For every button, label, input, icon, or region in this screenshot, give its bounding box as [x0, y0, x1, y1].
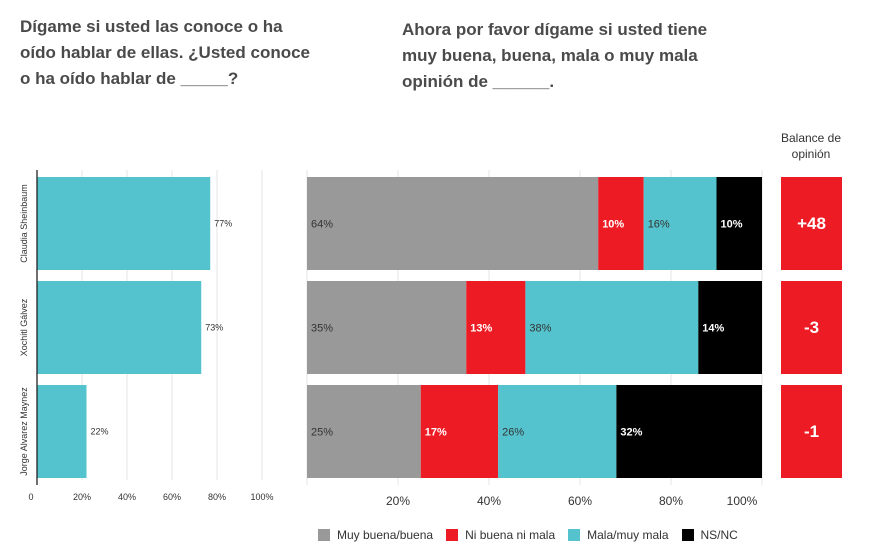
bar-value-label: 22% — [91, 427, 109, 437]
stacked-segment — [698, 281, 762, 374]
x-tick-label: 60% — [163, 492, 181, 502]
x-tick-label: 20% — [73, 492, 91, 502]
category-label: Jorge Alvarez Maynez — [19, 387, 29, 476]
awareness-bar — [37, 177, 211, 270]
segment-label: 25% — [311, 427, 333, 439]
legend-item: NS/NC — [681, 528, 738, 542]
legend-swatch — [318, 529, 330, 541]
segment-label: 35% — [311, 323, 333, 335]
segment-label: 64% — [311, 219, 333, 231]
balance-value: -1 — [804, 422, 819, 441]
segment-label: 10% — [721, 219, 743, 231]
legend-item: Muy buena/buena — [318, 528, 433, 542]
segment-label: 16% — [648, 219, 670, 231]
stacked-segment — [643, 177, 717, 270]
legend: Muy buena/buena Ni buena ni mala Mala/mu… — [318, 528, 751, 542]
x-tick-label: 80% — [208, 492, 226, 502]
segment-label: 14% — [702, 323, 724, 335]
category-label: Xochitl Gálvez — [19, 298, 29, 356]
balance-box — [781, 281, 842, 374]
balance-box — [781, 177, 842, 270]
stacked-segment — [498, 385, 617, 478]
stacked-segment — [420, 385, 499, 478]
balance-value: -3 — [804, 318, 819, 337]
x-tick-label: 0 — [28, 492, 33, 502]
right-chart-title: Ahora por favor dígame si usted tiene mu… — [402, 20, 708, 91]
x-tick-label: 40% — [118, 492, 136, 502]
balance-value: +48 — [797, 214, 826, 233]
stacked-segment — [307, 281, 467, 374]
stacked-segment — [525, 281, 699, 374]
stacked-segment — [598, 177, 644, 270]
stacked-segment — [307, 385, 421, 478]
segment-label: 10% — [602, 219, 624, 231]
balance-header: Balance de opinión — [780, 131, 842, 161]
bar-value-label: 73% — [205, 323, 223, 333]
x-tick-label: 100% — [727, 494, 758, 508]
stacked-segment — [307, 177, 599, 270]
x-tick-label: 20% — [386, 494, 410, 508]
legend-label: Muy buena/buena — [337, 528, 434, 542]
legend-label: Ni buena ni mala — [465, 528, 556, 542]
stacked-segment — [616, 385, 762, 478]
stacked-segment — [716, 177, 762, 270]
segment-label: 17% — [425, 427, 447, 439]
legend-swatch — [446, 529, 459, 541]
segment-label: 13% — [470, 323, 492, 335]
awareness-bar — [37, 385, 87, 478]
legend-swatch — [568, 529, 581, 541]
awareness-bar — [37, 281, 202, 374]
legend-label: Mala/muy mala — [587, 528, 669, 542]
legend-item: Ni buena ni mala — [446, 528, 555, 542]
legend-swatch — [681, 529, 694, 541]
x-tick-label: 60% — [568, 494, 592, 508]
bar-value-label: 77% — [214, 219, 232, 229]
category-label: Claudia Sheinbaum — [19, 184, 29, 263]
stacked-segment — [466, 281, 526, 374]
segment-label: 38% — [529, 323, 551, 335]
x-tick-label: 100% — [250, 492, 273, 502]
segment-label: 32% — [620, 427, 642, 439]
legend-label: NS/NC — [700, 528, 738, 542]
segment-label: 26% — [502, 427, 524, 439]
left-chart-title: Dígame si usted las conoce o ha oído hab… — [20, 17, 311, 88]
balance-box — [781, 385, 842, 478]
x-tick-label: 80% — [659, 494, 683, 508]
x-tick-label: 40% — [477, 494, 501, 508]
legend-item: Mala/muy mala — [568, 528, 669, 542]
